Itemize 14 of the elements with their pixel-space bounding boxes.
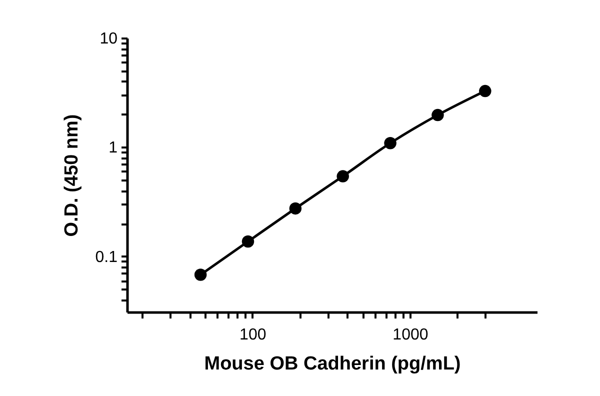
- point: [194, 268, 207, 281]
- point: [479, 84, 492, 98]
- x-tick-label: 1000: [392, 326, 428, 344]
- y-tick-label: 1: [108, 140, 118, 157]
- point: [384, 137, 396, 150]
- point: [289, 202, 302, 215]
- point: [336, 170, 349, 182]
- y-tick-label: 0.1: [95, 248, 118, 266]
- point: [242, 235, 254, 248]
- point: [432, 108, 444, 122]
- y-tick-label: 10: [100, 30, 118, 48]
- x-tick-label: 100: [240, 326, 266, 344]
- y-axis-title: O.D. (450 nm): [61, 114, 82, 237]
- x-axis-title: Mouse OB Cadherin (pg/mL): [204, 354, 461, 374]
